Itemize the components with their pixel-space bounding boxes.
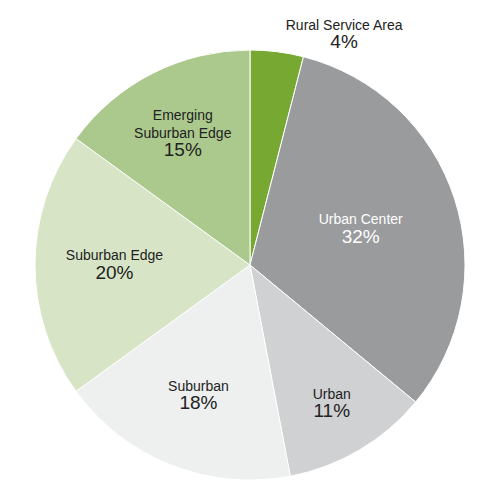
svg-text:Suburban18%: Suburban18% [168, 378, 229, 413]
svg-text:Suburban Edge20%: Suburban Edge20% [66, 247, 164, 282]
svg-text:Urban Center32%: Urban Center32% [319, 211, 403, 246]
svg-text:EmergingSuburban Edge15%: EmergingSuburban Edge15% [134, 107, 232, 160]
svg-text:Urban11%: Urban11% [313, 386, 351, 421]
svg-text:Rural Service Area4%: Rural Service Area4% [286, 17, 403, 52]
